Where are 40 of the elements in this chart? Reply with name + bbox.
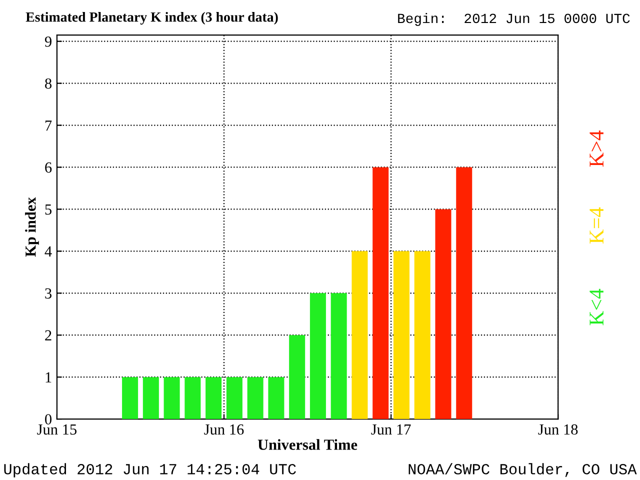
bar [352,251,368,420]
chart-subtitle: Begin: 2012 Jun 15 0000 UTC [398,12,630,26]
text: K<4 [590,288,604,326]
bar [414,251,430,420]
y-tick-label: 0 [45,414,52,424]
y-tick-label: 9 [44,36,52,47]
bar [435,209,452,420]
x-tick-label: Jun 16 [204,424,244,435]
bar [330,293,347,420]
chart-title: Estimated Planetary K index (3 hour data) [26,12,278,25]
bar [184,377,201,420]
y-tick-label: 8 [45,78,52,89]
bar [142,377,159,420]
bar [226,377,242,420]
bar [122,377,138,420]
bar [247,377,264,420]
bar [310,293,326,420]
text: K>4 [590,130,604,167]
y-tick-label: 1 [46,372,52,382]
text: NOAA/SWPC Boulder, CO USA [408,463,637,477]
bar [456,167,472,420]
bar [268,377,284,420]
y-tick-label: 6 [45,162,52,173]
bar [289,335,306,420]
bar [372,167,389,420]
y-axis-title: Kp index [25,197,39,257]
text: Updated 2012 Jun 17 14:25:04 UTC [4,463,296,478]
x-axis-title: Universal Time [258,439,358,450]
y-tick-label: 5 [45,204,52,215]
bar [393,251,410,420]
text: K=4 [590,207,604,244]
x-tick-label: Jun 17 [371,424,411,435]
x-tick-label: Jun 18 [538,424,578,435]
y-tick-label: 4 [44,246,52,256]
y-tick-label: 7 [45,120,52,131]
bar [206,377,222,420]
y-tick-label: 2 [45,330,52,340]
bar [164,377,180,420]
x-tick-label: Jun 15 [37,424,77,435]
y-tick-label: 3 [45,288,52,299]
